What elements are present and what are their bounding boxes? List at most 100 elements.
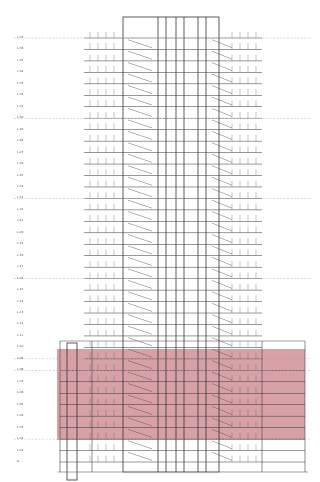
stair-flight-right — [211, 165, 233, 174]
stair-flight-left — [127, 131, 153, 140]
level-label: L.16 — [17, 275, 24, 280]
stair-flight-right — [211, 291, 233, 301]
stair-flight-left — [127, 348, 153, 358]
level-label: L.19 — [17, 241, 24, 246]
stair-flight-left — [127, 188, 153, 197]
level-label: L.26 — [17, 161, 24, 166]
level-label: L.34 — [17, 69, 24, 74]
level-label: L.12 — [17, 321, 24, 326]
stair-flight-right — [211, 326, 233, 335]
level-label: L.13 — [17, 310, 24, 315]
stair-flight-left — [127, 142, 153, 152]
stair-flight-right — [211, 280, 233, 289]
level-label: L.05 — [17, 401, 24, 406]
stair-flight-right — [211, 119, 233, 129]
stair-flight-left — [127, 417, 153, 427]
stair-flight-right — [211, 417, 233, 427]
level-label: L.35 — [17, 57, 24, 62]
stair-flight-left — [127, 177, 153, 186]
stair-flight-left — [127, 383, 153, 392]
level-label: L.25 — [17, 172, 24, 177]
level-label: L.08 — [17, 367, 24, 372]
level-label: L.22 — [17, 206, 24, 211]
stair-flight-right — [211, 50, 233, 60]
stair-flight-left — [127, 234, 153, 243]
stair-flight-left — [127, 211, 153, 220]
stair-flight-left — [127, 371, 153, 381]
stair-flight-left — [127, 199, 153, 209]
stair-flight-right — [211, 257, 233, 266]
level-label: L.09 — [17, 355, 24, 360]
stair-flight-left — [127, 268, 153, 278]
stair-flight-right — [211, 383, 233, 392]
left-column-outline — [66, 342, 78, 481]
stair-flight-right — [211, 234, 233, 243]
stair-flight-right — [211, 337, 233, 346]
level-label: L.10 — [17, 344, 24, 349]
level-label: L.20 — [17, 229, 24, 234]
stair-flight-right — [211, 348, 233, 358]
level-label: L.32 — [17, 92, 24, 97]
level-label: L.18 — [17, 252, 24, 257]
level-label: L.03 — [17, 424, 24, 429]
stair-flight-left — [127, 337, 153, 346]
stair-flight-left — [127, 39, 153, 48]
stair-flight-left — [127, 257, 153, 266]
level-label: L.21 — [17, 218, 24, 223]
stair-flight-right — [211, 429, 233, 438]
stair-flight-left — [127, 406, 153, 415]
level-label: L.30 — [17, 115, 24, 120]
stair-flight-left — [127, 62, 153, 71]
stair-flight-left — [127, 96, 153, 106]
stair-flight-right — [211, 154, 233, 163]
stair-flight-right — [211, 142, 233, 152]
stair-flight-left — [127, 360, 153, 369]
level-label: L.06 — [17, 390, 24, 395]
stair-flight-left — [127, 245, 153, 255]
stair-flight-right — [211, 268, 233, 278]
stair-flight-left — [127, 394, 153, 404]
level-label: L.23 — [17, 195, 24, 200]
stair-flight-right — [211, 245, 233, 255]
stair-flight-left — [127, 314, 153, 323]
stair-flight-right — [211, 39, 233, 48]
level-label: L.31 — [17, 103, 24, 108]
stair-flight-right — [211, 394, 233, 404]
stair-flight-left — [127, 50, 153, 60]
level-label: L.37 — [17, 35, 24, 39]
stair-flight-right — [211, 199, 233, 209]
stair-flight-left — [127, 303, 153, 312]
level-label: L.24 — [17, 183, 24, 188]
level-label: L.02 — [17, 436, 24, 441]
stair-flight-left — [127, 440, 153, 450]
stair-flight-left — [127, 280, 153, 289]
level-label: L.01 — [17, 447, 24, 452]
level-label: L.07 — [17, 378, 24, 383]
level-label: L.17 — [17, 264, 24, 269]
level-label: L.29 — [17, 126, 24, 131]
level-label: L.36 — [17, 46, 24, 51]
level-label: L.27 — [17, 149, 24, 154]
stair-flight-left — [127, 154, 153, 163]
level-label: L.14 — [17, 298, 24, 303]
stair-flight-right — [211, 73, 233, 83]
stair-flight-left — [127, 291, 153, 301]
level-label: L.28 — [17, 138, 24, 143]
podium-frame — [58, 340, 308, 473]
stair-flight-right — [211, 62, 233, 71]
stair-flight-left — [127, 429, 153, 438]
stair-flight-left — [127, 108, 153, 117]
stair-flight-right — [211, 211, 233, 220]
stair-flight-right — [211, 314, 233, 323]
level-label: G — [17, 459, 20, 463]
stair-flight-right — [211, 108, 233, 117]
podium-highlight-zone — [57, 349, 305, 440]
stair-flight-left — [127, 222, 153, 232]
left-lower-column — [66, 342, 78, 481]
stair-flight-right — [211, 371, 233, 381]
stair-flight-left — [127, 73, 153, 83]
stair-flight-left — [127, 119, 153, 129]
stair-flight-right — [211, 85, 233, 94]
stair-flight-left — [127, 452, 153, 461]
